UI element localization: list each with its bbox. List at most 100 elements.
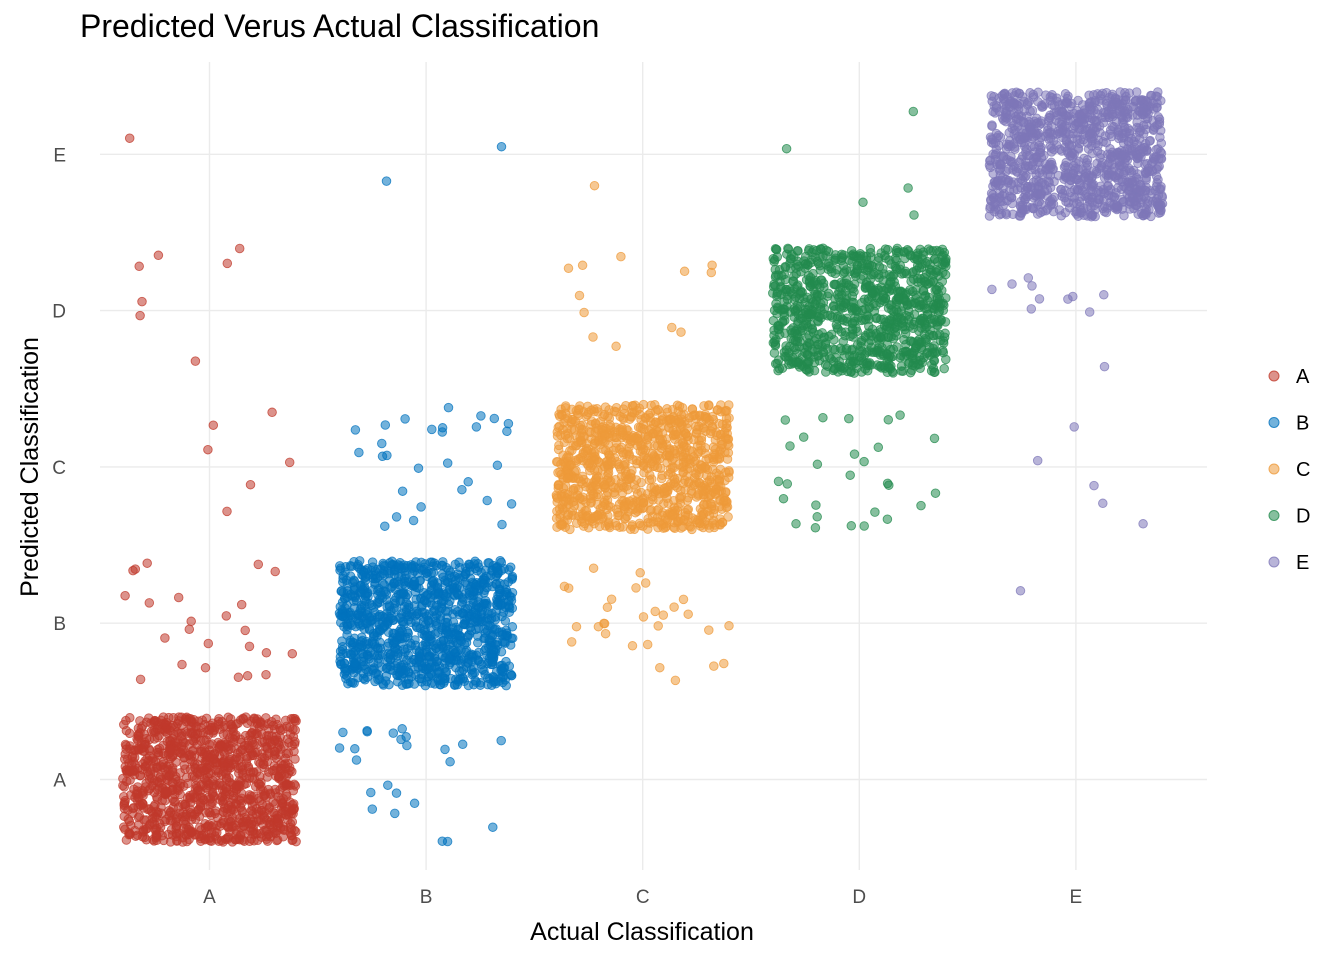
data-point xyxy=(846,302,857,313)
data-point xyxy=(591,480,601,491)
data-point xyxy=(203,444,213,455)
data-point xyxy=(421,597,432,608)
data-point xyxy=(1099,290,1109,300)
data-point xyxy=(933,266,943,276)
data-point xyxy=(653,495,664,505)
data-point xyxy=(254,779,265,789)
data-point xyxy=(249,767,259,777)
data-point xyxy=(625,524,636,535)
data-point xyxy=(234,768,244,778)
data-point xyxy=(558,496,569,507)
data-point xyxy=(271,714,281,724)
data-point xyxy=(354,556,365,566)
data-point xyxy=(593,457,604,467)
data-point xyxy=(856,337,866,348)
data-point xyxy=(152,809,163,820)
data-point xyxy=(1015,586,1026,596)
data-point xyxy=(918,286,928,296)
data-point xyxy=(186,815,197,825)
data-point xyxy=(792,348,802,359)
data-point xyxy=(905,367,916,378)
data-point xyxy=(895,264,905,274)
data-point xyxy=(431,600,442,611)
data-point xyxy=(253,806,264,817)
data-point xyxy=(377,623,388,633)
data-point xyxy=(775,321,785,331)
data-point xyxy=(937,345,948,356)
data-point xyxy=(186,616,196,627)
data-point xyxy=(171,821,182,831)
data-point xyxy=(128,565,138,576)
data-point xyxy=(617,427,628,438)
data-point xyxy=(380,521,390,531)
data-point xyxy=(354,447,364,458)
data-point xyxy=(816,313,826,323)
data-point xyxy=(907,268,918,278)
data-point xyxy=(457,608,468,619)
data-point xyxy=(678,594,689,605)
data-point xyxy=(218,798,229,809)
data-point xyxy=(1084,307,1095,317)
data-point xyxy=(495,578,505,589)
data-point xyxy=(595,416,606,427)
data-point xyxy=(717,517,728,528)
data-point xyxy=(786,325,796,335)
data-point xyxy=(144,598,155,608)
data-point xyxy=(815,302,826,313)
data-point xyxy=(849,449,860,459)
data-point xyxy=(786,359,797,369)
data-point xyxy=(563,509,574,520)
data-point xyxy=(715,495,725,506)
data-point xyxy=(252,835,263,846)
data-point xyxy=(691,421,701,432)
data-point xyxy=(444,571,455,581)
data-point xyxy=(375,609,385,620)
data-point xyxy=(892,314,902,324)
data-point xyxy=(389,569,400,580)
data-point xyxy=(377,438,387,449)
data-point xyxy=(188,745,198,755)
data-point xyxy=(203,638,214,649)
data-point xyxy=(178,737,189,748)
data-point xyxy=(489,413,500,424)
data-point xyxy=(660,483,670,493)
data-point xyxy=(600,402,611,412)
data-point xyxy=(667,322,677,333)
data-point xyxy=(670,675,681,686)
data-point xyxy=(781,284,791,295)
data-point xyxy=(350,425,361,435)
data-point xyxy=(927,359,937,370)
data-point xyxy=(874,261,885,272)
data-point xyxy=(464,585,474,595)
data-point xyxy=(931,284,942,295)
data-point xyxy=(195,786,206,796)
data-point xyxy=(1026,304,1037,314)
data-point xyxy=(459,571,469,582)
data-point xyxy=(850,267,861,278)
data-point xyxy=(573,454,584,464)
data-point xyxy=(366,787,376,798)
data-point xyxy=(158,740,168,751)
data-point xyxy=(200,663,211,673)
data-point xyxy=(476,411,486,421)
data-point xyxy=(290,725,300,735)
data-point xyxy=(408,515,419,526)
data-point xyxy=(634,518,645,529)
data-point xyxy=(859,251,869,261)
data-point xyxy=(488,822,498,832)
data-point xyxy=(177,837,188,847)
data-point xyxy=(782,479,793,489)
data-point xyxy=(484,634,494,645)
data-point xyxy=(638,444,649,455)
data-point xyxy=(823,288,834,299)
data-point xyxy=(939,363,949,374)
data-point xyxy=(238,821,249,831)
data-point xyxy=(917,259,927,269)
data-point xyxy=(597,513,608,524)
data-point xyxy=(358,652,369,662)
data-point xyxy=(479,645,490,656)
data-point xyxy=(698,500,709,510)
data-point xyxy=(245,479,256,490)
data-point xyxy=(267,731,277,741)
data-point xyxy=(599,618,609,629)
